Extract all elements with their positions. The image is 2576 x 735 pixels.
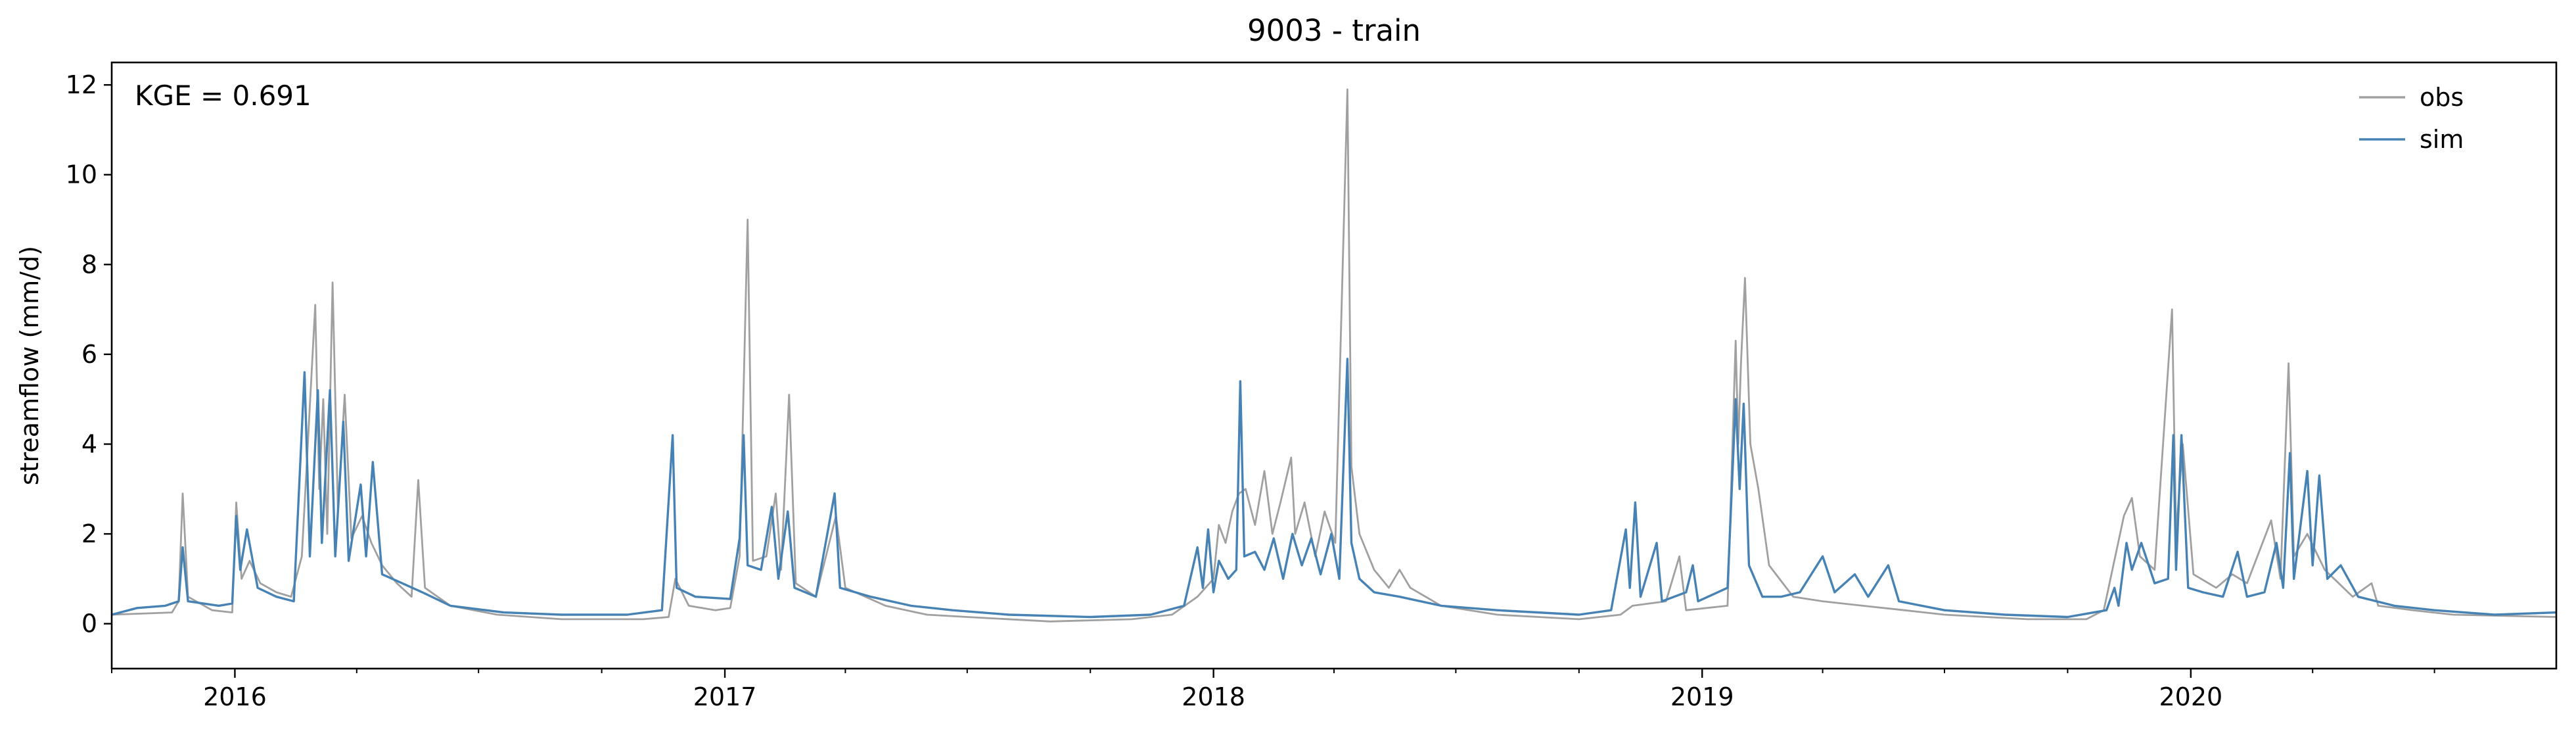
x-tick-label: 2017 [693,682,757,711]
x-tick-label: 2018 [1182,682,1245,711]
legend: obs sim [2359,83,2464,154]
plot-frame [110,61,2558,670]
x-tick-label: 2019 [1670,682,1734,711]
y-tick-label: 2 [81,519,97,548]
legend-label-sim: sim [2420,125,2464,154]
y-tick-label: 6 [81,340,97,369]
x-axis: 2016 2017 2018 2019 2020 [111,669,2435,711]
y-tick-label: 8 [81,250,97,279]
plot-area [111,88,2557,623]
y-tick-label: 4 [81,430,97,459]
chart-title: 9003 - train [1247,13,1421,48]
series-line-obs [111,88,2557,623]
legend-label-obs: obs [2420,83,2464,112]
series-line-sim [111,358,2557,619]
y-tick-label: 10 [66,160,97,189]
x-tick-label: 2020 [2159,682,2222,711]
y-tick-label: 12 [66,70,97,99]
y-axis: 0 2 4 6 8 10 12 [66,70,112,638]
y-axis-label: streamflow (mm/d) [15,246,44,485]
y-tick-label: 0 [81,609,97,638]
kge-annotation: KGE = 0.691 [135,80,311,112]
x-tick-label: 2016 [203,682,267,711]
